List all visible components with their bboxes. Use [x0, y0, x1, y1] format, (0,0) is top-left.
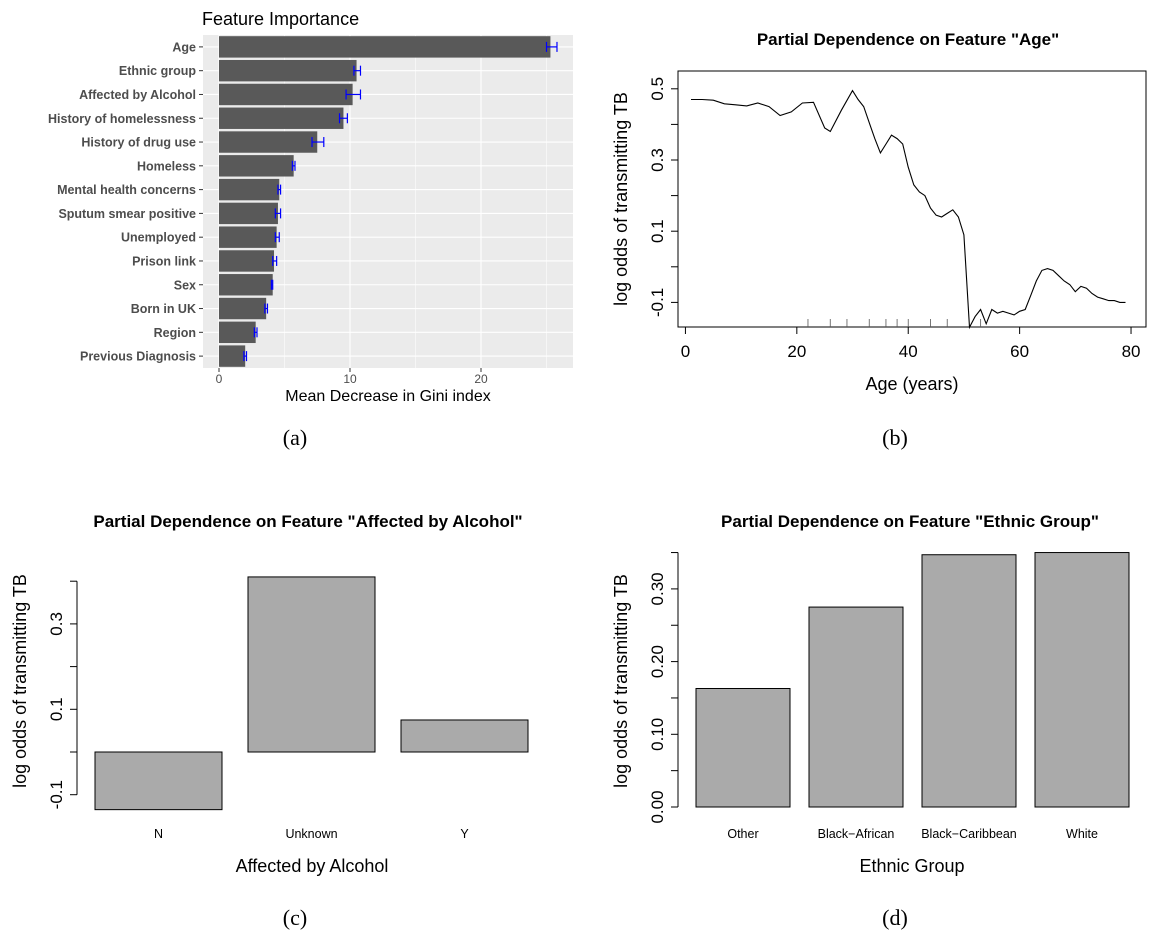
chart-a-category-label: Sex — [174, 278, 196, 292]
chart-d-bar-other — [695, 687, 791, 808]
chart-a-bar-age — [219, 36, 551, 58]
chart-a-error-bars — [243, 41, 558, 362]
chart-c-y-tick-label: 0.3 — [47, 612, 66, 636]
chart-b-y-tick-label: 0.5 — [648, 77, 667, 101]
chart-a-category-label: Ethnic group — [119, 64, 196, 78]
chart-c-x-axis-label: Affected by Alcohol — [236, 856, 389, 876]
chart-b-title: Partial Dependence on Feature "Age" — [757, 30, 1059, 49]
chart-d-y-tick-label: 0.30 — [648, 572, 667, 605]
chart-d-bar-black-caribbean — [921, 554, 1017, 808]
chart-a-x-tick-label: 10 — [343, 372, 357, 386]
chart-a-category-label: Affected by Alcohol — [79, 88, 196, 102]
chart-c-category-labels: N Unknown Y — [154, 827, 469, 841]
chart-partial-dependence-alcohol: Partial Dependence on Feature "Affected … — [10, 512, 529, 930]
chart-a-caption: (a) — [283, 425, 307, 450]
chart-a-bar-sex — [219, 274, 273, 296]
chart-a-bar-prison-link — [219, 250, 275, 272]
chart-d-bar-black-african — [808, 606, 904, 808]
chart-a-category-label: Prison link — [132, 254, 196, 268]
chart-a-category-label: Region — [154, 326, 196, 340]
chart-a-category-labels: Age Ethnic group Affected by Alcohol Histor… — [48, 40, 203, 364]
chart-b-x-tick-label: 20 — [787, 342, 806, 361]
chart-c-category-label: N — [154, 827, 163, 841]
chart-a-bar-sputum-smear-positive — [219, 202, 278, 225]
chart-d-title: Partial Dependence on Feature "Ethnic Gr… — [721, 512, 1099, 531]
chart-a-x-tick-label: 0 — [216, 372, 223, 386]
chart-a-title: Feature Importance — [202, 9, 359, 29]
chart-b-x-tick-label: 40 — [899, 342, 918, 361]
chart-a-bars — [219, 36, 551, 367]
chart-a-x-ticks: 0 10 20 — [216, 368, 488, 386]
chart-a-category-label: Previous Diagnosis — [80, 350, 196, 364]
chart-c-axes: -0.1 0.1 0.3 — [47, 580, 78, 809]
chart-b-y-axis-label: log odds of transmitting TB — [611, 92, 631, 306]
chart-partial-dependence-age: Partial Dependence on Feature "Age" 0 20 4… — [611, 30, 1147, 450]
chart-d-caption: (d) — [882, 905, 908, 930]
chart-b-x-tick-label: 0 — [681, 342, 690, 361]
chart-b-caption: (b) — [882, 425, 908, 450]
chart-c-bar-unknown — [247, 576, 376, 753]
chart-c-category-label: Y — [460, 827, 469, 841]
chart-a-bar-born-in-uk — [219, 297, 267, 320]
chart-d-bar-white — [1034, 552, 1130, 808]
chart-b-plot-frame — [677, 70, 1147, 328]
chart-a-bar-previous-diagnosis — [219, 345, 246, 367]
chart-b-x-axis-label: Age (years) — [865, 374, 958, 394]
chart-a-bar-history-of-drug-use — [219, 131, 318, 153]
chart-d-y-axis-label: log odds of transmitting TB — [611, 574, 631, 788]
chart-d-bars — [695, 552, 1130, 808]
chart-a-bar-region — [219, 321, 256, 344]
chart-b-y-tick-label: 0.3 — [648, 148, 667, 172]
chart-a-category-label: Mental health concerns — [57, 183, 196, 197]
chart-c-y-tick-label: -0.1 — [47, 780, 66, 809]
chart-a-x-tick-label: 20 — [474, 372, 488, 386]
chart-a-bar-mental-health-concerns — [219, 178, 280, 201]
chart-b-y-tick-label: -0.1 — [648, 288, 667, 317]
chart-b-series-line — [691, 89, 1126, 330]
chart-d-category-label: Black−Caribbean — [921, 827, 1017, 841]
chart-c-category-label: Unknown — [285, 827, 337, 841]
chart-a-category-label: Age — [172, 40, 196, 54]
chart-a-category-label: Born in UK — [131, 302, 196, 316]
chart-a-x-axis-label: Mean Decrease in Gini index — [285, 388, 490, 405]
chart-feature-importance: Feature Importance Age Ethnic group Affect… — [48, 9, 573, 450]
chart-d-category-labels: Other Black−African Black−Caribbean White — [727, 827, 1098, 841]
chart-a-category-label: Homeless — [137, 159, 196, 173]
chart-b-axes: 0 20 40 60 80 -0.1 0.1 0.3 0.5 — [648, 77, 1140, 361]
chart-c-y-tick-label: 0.1 — [47, 697, 66, 721]
chart-d-category-label: White — [1066, 827, 1098, 841]
chart-b-rug — [807, 319, 982, 327]
chart-d-y-tick-label: 0.00 — [648, 790, 667, 823]
chart-d-y-tick-label: 0.20 — [648, 645, 667, 678]
chart-d-x-axis-label: Ethnic Group — [859, 856, 964, 876]
chart-b-y-tick-label: 0.1 — [648, 219, 667, 243]
chart-a-category-label: History of homelessness — [48, 112, 196, 126]
chart-a-bar-affected-by-alcohol — [219, 83, 353, 106]
chart-d-category-label: Other — [727, 827, 758, 841]
chart-c-title: Partial Dependence on Feature "Affected … — [93, 512, 522, 531]
chart-c-bar-y — [400, 719, 529, 753]
chart-c-y-axis-label: log odds of transmitting TB — [10, 574, 30, 788]
chart-a-bar-history-of-homelessness — [219, 107, 344, 129]
chart-b-x-tick-label: 60 — [1010, 342, 1029, 361]
chart-c-caption: (c) — [283, 905, 307, 930]
chart-d-axes: 0.00 0.10 0.20 0.30 — [648, 552, 679, 824]
chart-a-category-label: History of drug use — [81, 136, 196, 150]
chart-c-bar-n — [94, 751, 223, 811]
chart-d-y-tick-label: 0.10 — [648, 718, 667, 751]
chart-a-category-label: Sputum smear positive — [58, 207, 196, 221]
chart-c-bars — [94, 576, 529, 811]
chart-a-bar-homeless — [219, 155, 294, 177]
chart-a-bar-ethnic-group — [219, 59, 357, 82]
chart-a-bar-unemployed — [219, 226, 277, 248]
chart-b-x-tick-label: 80 — [1122, 342, 1141, 361]
chart-partial-dependence-ethnic-group: Partial Dependence on Feature "Ethnic Gr… — [611, 512, 1130, 930]
chart-a-category-label: Unemployed — [121, 231, 196, 245]
chart-d-category-label: Black−African — [818, 827, 895, 841]
